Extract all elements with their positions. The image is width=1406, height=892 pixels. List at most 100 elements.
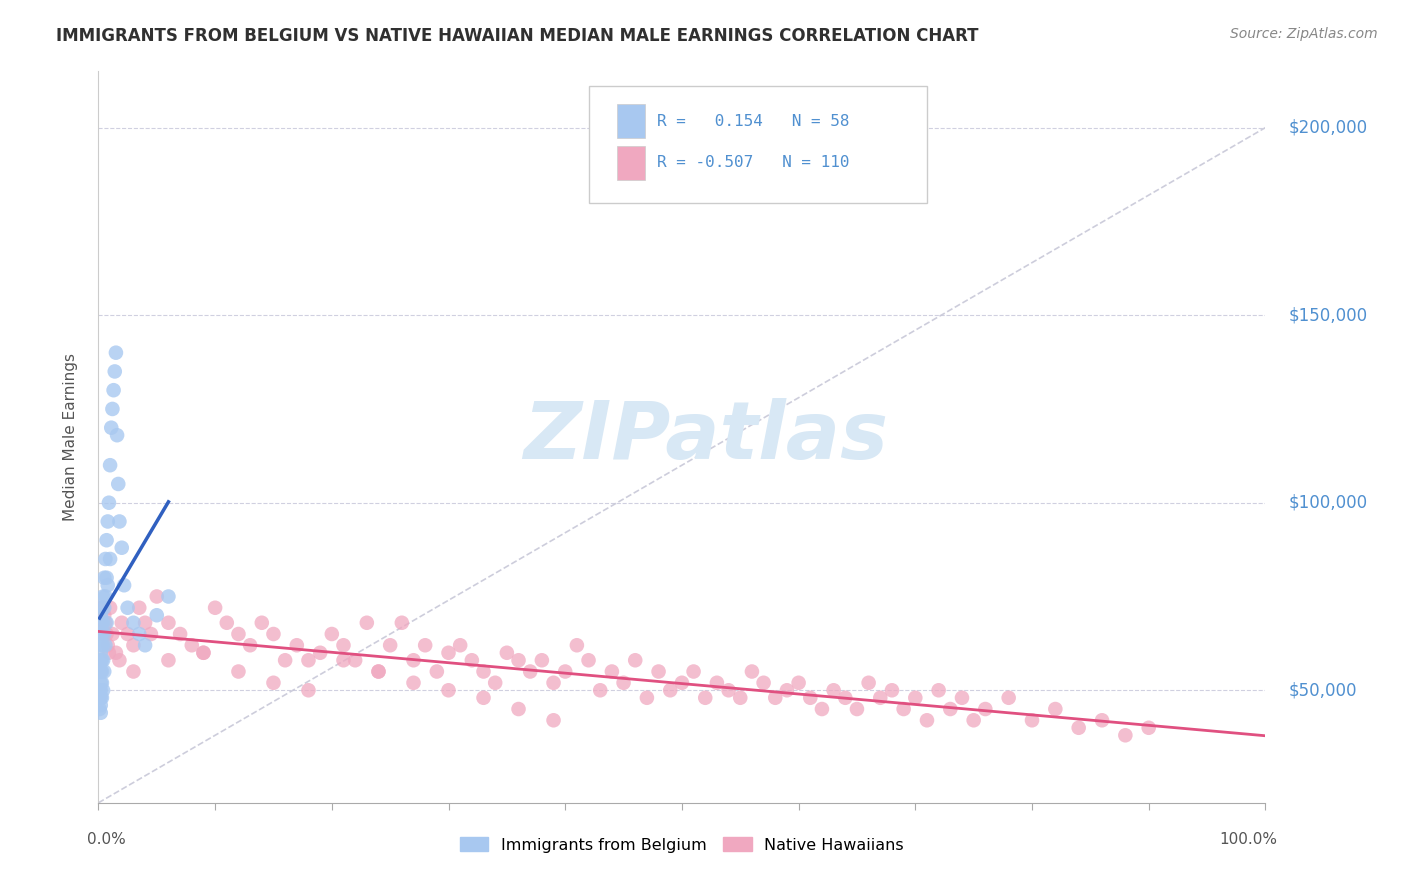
Point [928,683,950,698]
Legend: Immigrants from Belgium, Native Hawaiians: Immigrants from Belgium, Native Hawaiian… [451,829,912,861]
Point [128,627,150,641]
Point [89,702,111,716]
Point [98,600,121,615]
Text: R =   0.154   N = 58: R = 0.154 N = 58 [658,113,849,128]
Point [869,690,891,705]
Point [823,683,845,698]
Point [730,690,752,705]
Point [508,653,530,667]
Text: ZIPatlas: ZIPatlas [523,398,887,476]
Point [96,615,118,630]
Point [228,665,250,679]
Point [974,702,997,716]
FancyBboxPatch shape [617,103,644,138]
Point [90,615,112,630]
Point [94,638,117,652]
Point [367,665,389,679]
Point [111,615,134,630]
Point [706,675,728,690]
Point [1114,728,1136,742]
Point [356,615,378,630]
Point [91,683,114,698]
Point [321,627,343,641]
Point [157,590,180,604]
Point [104,364,127,378]
Point [858,675,880,690]
Point [139,627,162,641]
Text: R = -0.507   N = 110: R = -0.507 N = 110 [658,155,849,170]
Point [543,675,565,690]
FancyBboxPatch shape [589,86,927,203]
Point [112,578,135,592]
Point [105,428,128,442]
Point [90,653,112,667]
Point [93,600,115,615]
Point [90,627,112,641]
Point [776,683,799,698]
FancyBboxPatch shape [617,145,644,180]
Point [98,458,121,473]
Text: $100,000: $100,000 [1289,494,1368,512]
Point [1067,721,1090,735]
Point [449,638,471,652]
Point [89,665,111,679]
Point [90,675,112,690]
Point [332,638,354,652]
Point [122,615,145,630]
Point [108,515,131,529]
Point [117,627,139,641]
Point [90,608,112,623]
Point [437,646,460,660]
Point [122,638,145,652]
Point [880,683,903,698]
Point [413,638,436,652]
Point [939,702,962,716]
Point [101,627,124,641]
Point [962,713,984,727]
Point [578,653,600,667]
Point [100,420,122,434]
Point [752,675,775,690]
Point [97,638,120,652]
Point [93,608,115,623]
Point [104,646,127,660]
Point [811,702,834,716]
Point [91,638,114,652]
Point [472,690,495,705]
Point [332,653,354,667]
Point [344,653,367,667]
Point [91,615,114,630]
Point [215,615,238,630]
Point [193,646,215,660]
Point [169,627,191,641]
Point [624,653,647,667]
Point [90,665,112,679]
Point [543,713,565,727]
Point [659,683,682,698]
Text: $150,000: $150,000 [1289,306,1368,324]
Point [134,638,156,652]
Y-axis label: Median Male Earnings: Median Male Earnings [63,353,77,521]
Point [90,690,112,705]
Point [846,702,869,716]
Point [93,627,115,641]
Point [101,401,124,416]
Point [297,653,319,667]
Point [91,590,114,604]
Point [274,653,297,667]
Point [228,627,250,641]
Point [94,552,117,566]
Point [682,665,704,679]
Point [157,615,180,630]
Point [437,683,460,698]
Point [96,533,118,548]
Point [103,383,125,397]
Point [134,615,156,630]
Text: 0.0%: 0.0% [87,832,125,847]
Point [96,571,118,585]
Point [530,653,553,667]
Point [128,600,150,615]
Point [146,590,169,604]
Point [554,665,576,679]
Point [107,477,129,491]
